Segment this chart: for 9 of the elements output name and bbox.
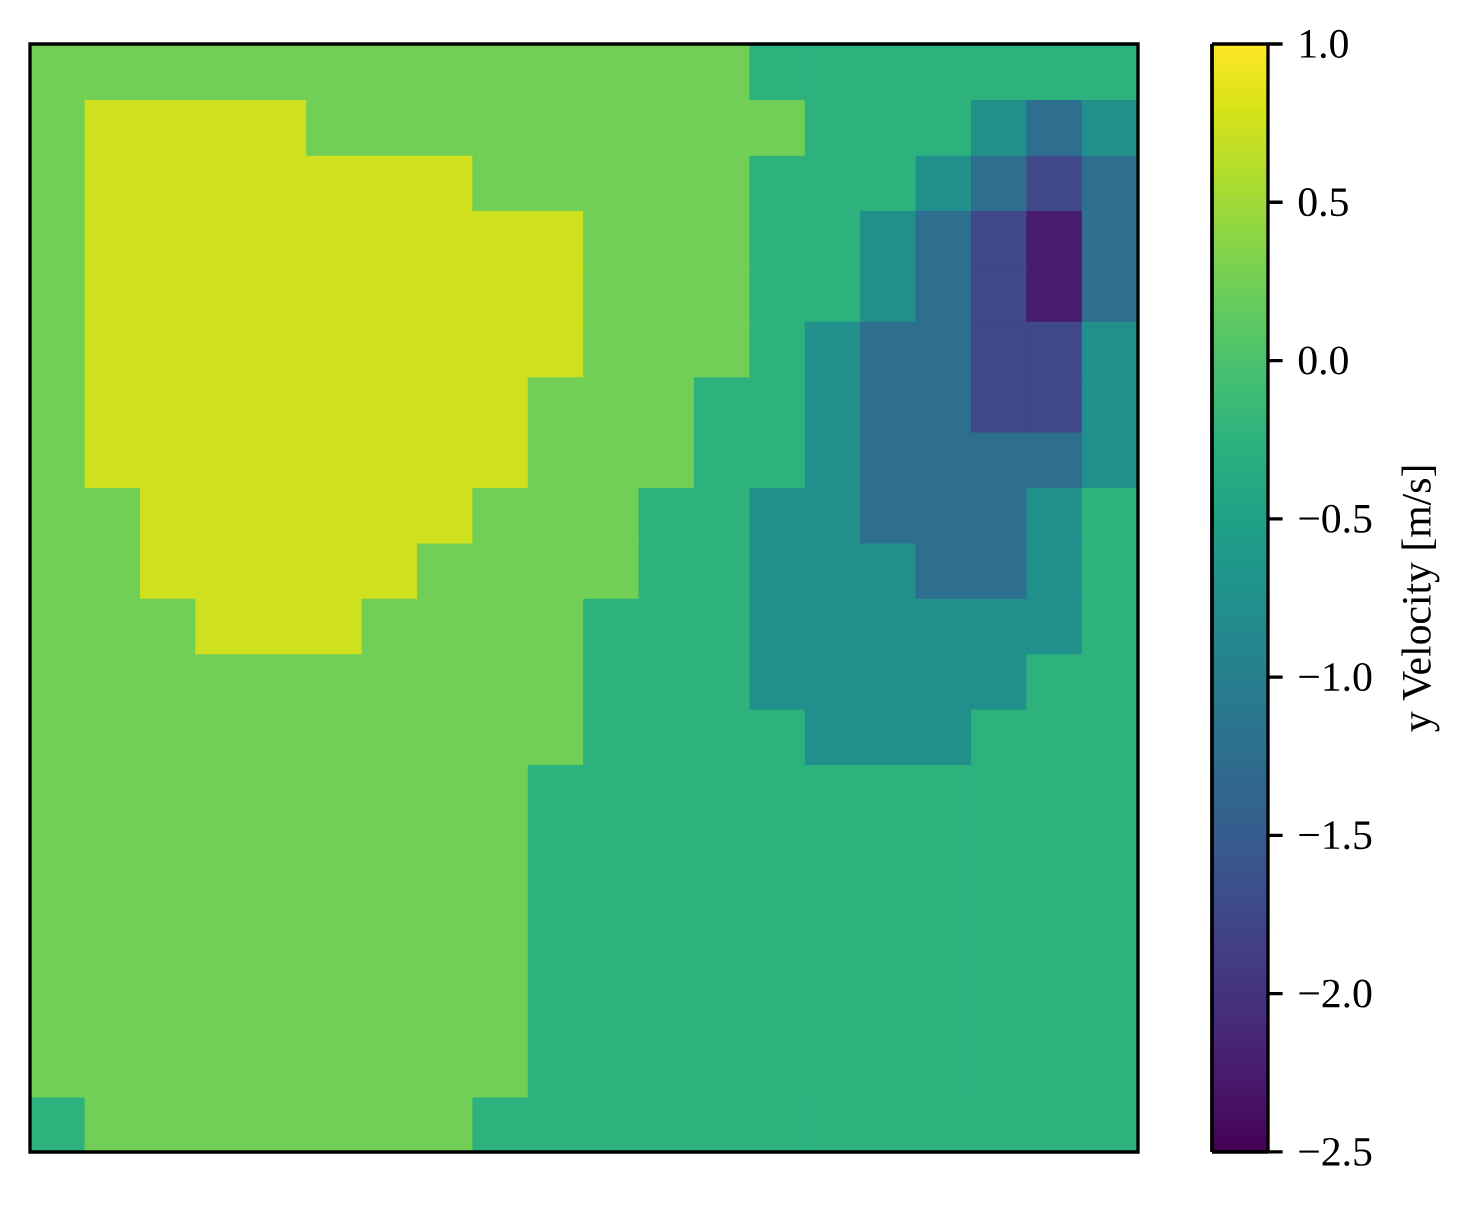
color-bar-label: −2.0 (1299, 979, 1372, 1008)
color-bar-label: −1.0 (1299, 662, 1372, 692)
color-bar-title: y Velocity [m/s] (1401, 466, 1440, 732)
color-bar-label: −0.5 (1299, 504, 1372, 533)
color-bar-label: 0.0 (1298, 346, 1348, 375)
color-bar-label: −1.5 (1299, 821, 1372, 850)
color-bar-label: −2.5 (1299, 1137, 1372, 1167)
color-bar-label: 1.0 (1300, 29, 1348, 59)
color-bar-label: 0.5 (1298, 188, 1348, 217)
